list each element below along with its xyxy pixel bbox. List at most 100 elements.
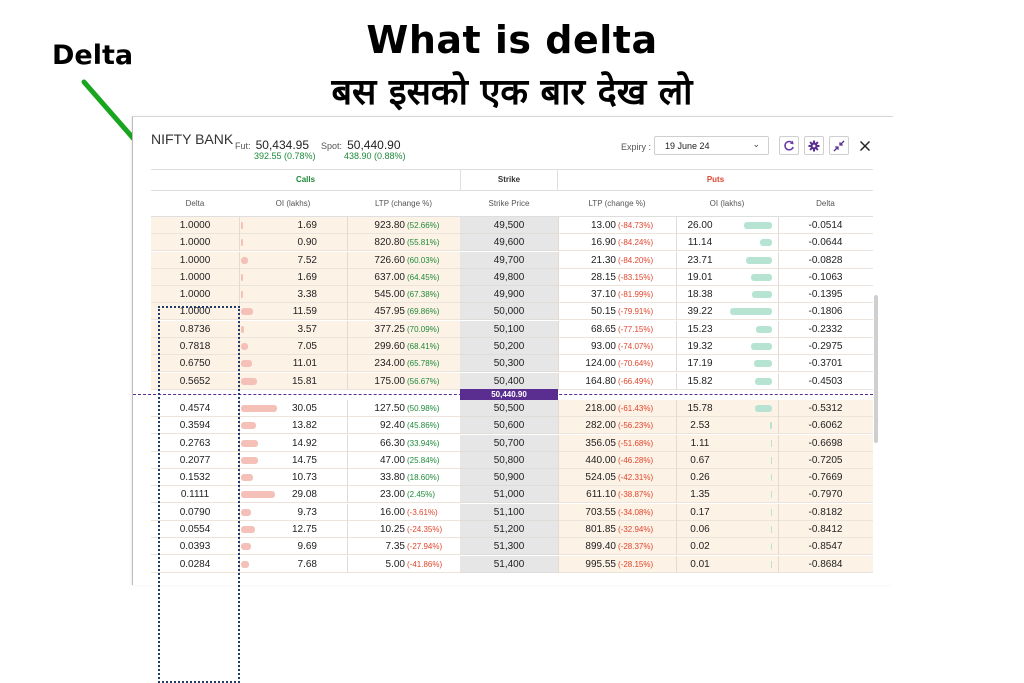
table-row[interactable]: 0.2763 14.92 66.30 (33.94%) 50,700 356.05 (-51… <box>151 434 873 452</box>
settings-button[interactable] <box>804 136 824 155</box>
col-call-oi[interactable]: OI (lakhs) <box>275 199 311 208</box>
call-ltp-value: 234.00 <box>374 358 405 370</box>
option-chain-table: Calls Strike Puts Delta OI (lakhs) LTP (… <box>133 169 873 573</box>
call-oi-value: 11.59 <box>292 306 317 318</box>
table-row[interactable]: 0.3594 13.82 92.40 (45.86%) 50,600 282.00 (-56… <box>151 417 873 435</box>
call-oi-cell: 30.05 <box>239 399 347 417</box>
table-row[interactable]: 1.0000 11.59 457.95 (69.86%) 50,000 50.15 (-79… <box>151 303 873 321</box>
table-row[interactable]: 1.0000 0.90 820.80 (55.81%) 49,600 16.90 (-84.… <box>151 234 873 252</box>
put-delta-cell: -0.6698 <box>778 434 873 452</box>
call-ltp-change: (18.60%) <box>407 473 440 483</box>
gear-icon <box>808 140 820 151</box>
table-row[interactable]: 0.8736 3.57 377.25 (70.09%) 50,100 68.65 (-77.… <box>151 320 873 338</box>
col-call-delta[interactable]: Delta <box>185 199 205 208</box>
put-ltp-value: 703.55 <box>585 506 616 518</box>
strike-price-cell: 51,000 <box>460 486 558 504</box>
put-oi-cell: 1.35 <box>676 486 778 504</box>
call-oi-cell: 1.69 <box>239 217 347 234</box>
call-delta-cell: 0.5652 <box>151 372 239 390</box>
call-delta-cell: 0.0393 <box>151 538 239 556</box>
table-row[interactable]: 0.6750 11.01 234.00 (65.78%) 50,300 124.00 (-7… <box>151 355 873 373</box>
table-row[interactable]: 0.2077 14.75 47.00 (25.84%) 50,800 440.00 (-46… <box>151 451 873 469</box>
table-row[interactable]: 1.0000 7.52 726.60 (60.03%) 49,700 21.30 (-84.… <box>151 251 873 269</box>
column-divider <box>347 355 348 373</box>
call-ltp-value: 127.50 <box>374 402 405 414</box>
put-ltp-change: (-70.64%) <box>618 359 654 369</box>
table-row[interactable]: 0.0554 12.75 10.25 (-24.35%) 51,200 801.85 (-3… <box>151 521 873 539</box>
put-ltp-cell: 50.15 (-79.91%) <box>558 303 676 321</box>
col-put-ltp[interactable]: LTP (change %) <box>588 199 646 208</box>
column-divider <box>778 469 779 487</box>
table-row[interactable]: 0.0790 9.73 16.00 (-3.61%) 51,100 703.55 (-34.… <box>151 503 873 521</box>
put-delta-cell: -0.1395 <box>778 286 873 304</box>
strike-price-cell: 50,900 <box>460 469 558 487</box>
table-row[interactable]: 0.7818 7.05 299.60 (68.41%) 50,200 93.00 (-74.… <box>151 338 873 356</box>
call-ltp-change: (-41.86%) <box>407 559 443 569</box>
column-divider <box>347 417 348 435</box>
refresh-icon <box>784 140 794 151</box>
column-divider <box>347 451 348 469</box>
column-divider <box>778 503 779 521</box>
put-oi-cell: 0.02 <box>676 538 778 556</box>
put-oi-bar <box>730 308 772 316</box>
strike-price-cell: 49,900 <box>460 286 558 304</box>
column-divider <box>676 399 677 417</box>
column-divider <box>676 372 677 390</box>
strike-price-cell: 51,100 <box>460 503 558 521</box>
call-ltp-change: (55.81%) <box>407 238 440 248</box>
call-delta-cell: 0.0554 <box>151 521 239 539</box>
put-delta-cell: -0.1806 <box>778 303 873 321</box>
call-ltp-value: 66.30 <box>379 437 405 449</box>
put-oi-cell: 1.11 <box>676 434 778 452</box>
table-row[interactable]: 0.1111 29.08 23.00 (2.45%) 51,000 611.10 (-38.… <box>151 486 873 504</box>
put-oi-cell: 0.67 <box>676 451 778 469</box>
delta-column-highlight <box>158 306 240 683</box>
col-put-delta[interactable]: Delta <box>816 199 835 208</box>
call-oi-bar <box>241 543 252 551</box>
table-row[interactable]: 0.0393 9.69 7.35 (-27.94%) 51,300 899.40 (-28.… <box>151 538 873 556</box>
column-divider <box>347 303 348 321</box>
call-oi-cell: 15.81 <box>239 372 347 390</box>
call-ltp-value: 820.80 <box>374 237 405 249</box>
call-oi-bar <box>241 343 248 351</box>
put-oi-value: 19.01 <box>687 271 713 283</box>
rows-itm-puts: 0.4574 30.05 127.50 (50.98%) 50,500 218.00 (-6… <box>151 399 873 573</box>
put-delta-cell: -0.8412 <box>778 521 873 539</box>
call-oi-value: 10.73 <box>291 472 317 484</box>
close-button[interactable] <box>855 136 875 155</box>
put-ltp-cell: 440.00 (-46.28%) <box>558 451 676 469</box>
rows-itm-calls: 1.0000 1.69 923.80 (52.66%) 49,500 13.00 (-84.… <box>151 217 873 390</box>
call-oi-cell: 14.75 <box>239 451 347 469</box>
column-divider <box>347 399 348 417</box>
col-strike[interactable]: Strike Price <box>488 199 530 208</box>
put-ltp-value: 50.15 <box>590 306 616 318</box>
put-ltp-cell: 995.55 (-28.15%) <box>558 555 676 573</box>
collapse-button[interactable] <box>829 136 849 155</box>
put-oi-bar <box>771 456 772 464</box>
call-oi-bar <box>241 222 243 229</box>
put-oi-cell: 0.01 <box>676 555 778 573</box>
put-oi-value: 1.11 <box>690 437 710 449</box>
table-row[interactable]: 1.0000 3.38 545.00 (67.38%) 49,900 37.10 (-81.… <box>151 286 873 304</box>
refresh-button[interactable] <box>779 136 799 155</box>
table-row[interactable]: 1.0000 1.69 637.00 (64.45%) 49,800 28.15 (-83.… <box>151 268 873 286</box>
put-oi-cell: 26.00 <box>676 217 778 234</box>
table-row[interactable]: 0.0284 7.68 5.00 (-41.86%) 51,400 995.55 (-28.… <box>151 555 873 573</box>
table-row[interactable]: 1.0000 1.69 923.80 (52.66%) 49,500 13.00 (-84.… <box>151 217 873 234</box>
call-oi-bar <box>241 422 257 430</box>
put-oi-cell: 11.14 <box>676 234 778 252</box>
col-call-ltp[interactable]: LTP (change %) <box>374 199 433 208</box>
expiry-select[interactable]: 19 June 24 ⌄ <box>654 136 769 155</box>
table-row[interactable]: 0.1532 10.73 33.80 (18.60%) 50,900 524.05 (-42… <box>151 469 873 487</box>
table-row[interactable]: 0.5652 15.81 175.00 (56.67%) 50,400 164.80 (-6… <box>151 372 873 390</box>
scrollbar[interactable] <box>874 295 878 443</box>
column-divider <box>778 355 779 373</box>
call-ltp-cell: 377.25 (70.09%) <box>347 320 460 338</box>
col-put-oi[interactable]: OI (lakhs) <box>709 199 745 208</box>
strike-price-cell: 51,300 <box>460 538 558 556</box>
put-ltp-change: (-32.94%) <box>618 525 654 535</box>
call-oi-cell: 1.69 <box>239 268 347 286</box>
table-row[interactable]: 0.4574 30.05 127.50 (50.98%) 50,500 218.00 (-6… <box>151 399 873 417</box>
column-divider <box>778 234 779 252</box>
put-ltp-value: 16.90 <box>590 237 616 249</box>
